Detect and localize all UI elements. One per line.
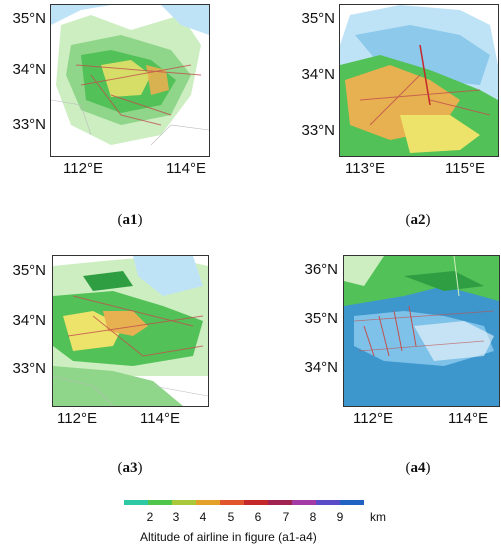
colorbar-tick: 8	[309, 510, 317, 524]
radar-map-a2	[339, 4, 499, 157]
radar-map-a1	[50, 4, 210, 157]
colorbar-title: Altitude of airline in figure (a1-a4)	[140, 530, 317, 544]
lat-tick: 33°N	[12, 116, 46, 133]
colorbar-tick: 6	[254, 510, 262, 524]
lat-tick: 34°N	[304, 359, 338, 376]
lat-tick: 35°N	[12, 262, 46, 279]
radar-map-a4	[343, 255, 500, 407]
colorbar-segment	[316, 500, 340, 505]
radar-map-a3	[52, 255, 209, 407]
colorbar-segment	[196, 500, 220, 505]
colorbar-segment	[292, 500, 316, 505]
lon-tick: 112°E	[57, 410, 97, 427]
colorbar-tick: 5	[227, 510, 235, 524]
radar-echo-a1	[51, 5, 209, 146]
radar-echo-a3	[53, 256, 208, 406]
lon-tick: 114°E	[448, 410, 488, 427]
lat-tick: 34°N	[12, 61, 46, 78]
lat-tick: 36°N	[304, 261, 338, 278]
lon-tick: 114°E	[166, 160, 206, 177]
colorbar-tick: 4	[199, 510, 207, 524]
colorbar-unit: km	[370, 510, 386, 524]
panel-label: (a1)	[117, 212, 143, 228]
panel-label: (a2)	[405, 212, 431, 228]
panel-label: (a4)	[405, 460, 431, 476]
lon-tick: 112°E	[63, 160, 103, 177]
panel-label: (a3)	[117, 460, 143, 476]
radar-echo-a2	[340, 5, 498, 156]
lon-tick: 112°E	[353, 410, 393, 427]
colorbar-segment	[148, 500, 172, 505]
colorbar-segment	[220, 500, 244, 505]
radar-echo-a4	[344, 256, 499, 406]
colorbar-tick: 7	[282, 510, 290, 524]
colorbar-segment	[268, 500, 292, 505]
colorbar-segment	[172, 500, 196, 505]
lat-tick: 35°N	[304, 310, 338, 327]
lon-tick: 114°E	[140, 410, 180, 427]
colorbar-tick: 9	[336, 510, 344, 524]
lon-tick: 113°E	[345, 160, 385, 177]
lat-tick: 33°N	[301, 122, 335, 139]
colorbar-segment	[124, 500, 148, 505]
lon-tick: 115°E	[445, 160, 485, 177]
lat-tick: 35°N	[12, 10, 46, 27]
colorbar-tick: 3	[172, 510, 180, 524]
colorbar-tick: 2	[146, 510, 154, 524]
altitude-colorbar	[124, 500, 364, 505]
lat-tick: 34°N	[12, 312, 46, 329]
colorbar-segment	[340, 500, 364, 505]
lat-tick: 33°N	[12, 360, 46, 377]
lat-tick: 34°N	[301, 66, 335, 83]
colorbar-segment	[244, 500, 268, 505]
lat-tick: 35°N	[301, 10, 335, 27]
